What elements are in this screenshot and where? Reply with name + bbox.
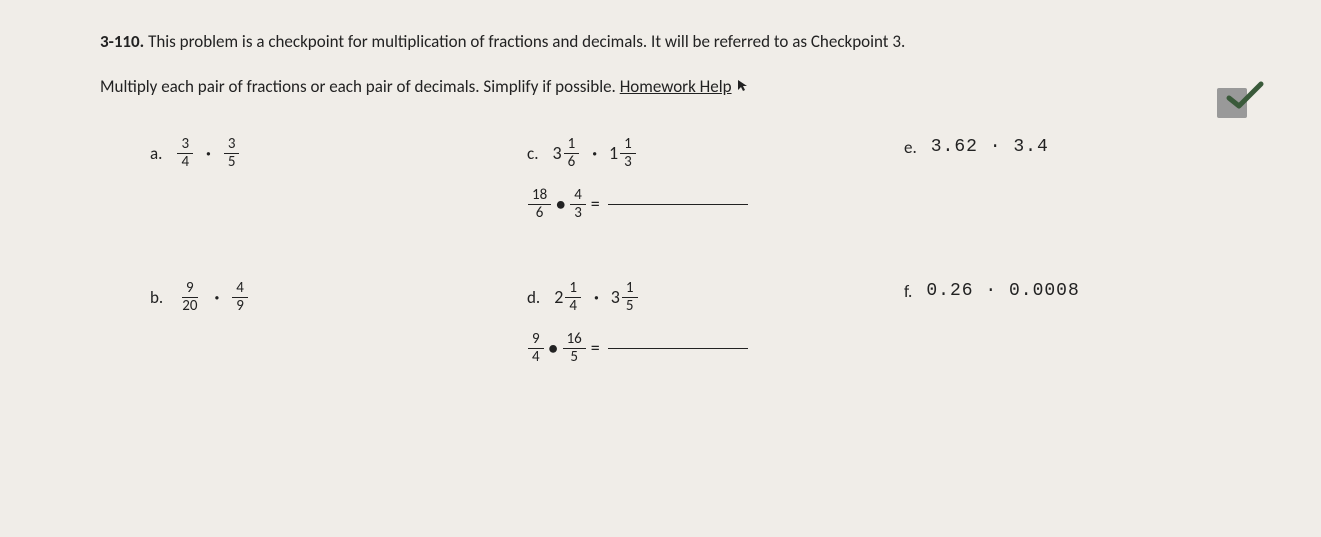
fraction-a-1: 3 4 — [177, 137, 193, 170]
answer-blank — [608, 348, 748, 349]
homework-help-link[interactable]: Homework Help — [620, 76, 750, 97]
problem-f: f. 0.26 · 0.0008 — [904, 281, 1221, 365]
problem-c-work: 18 6 • 4 3 = — [527, 188, 844, 221]
problem-text: This problem is a checkpoint for multipl… — [148, 31, 905, 52]
multiply-dot: · — [206, 142, 211, 164]
problem-b-label: b. — [150, 287, 163, 308]
fraction-b-2: 4 9 — [232, 281, 248, 314]
mixed-c-2: 1 1 3 — [609, 137, 637, 170]
fraction-b-1: 9 20 — [178, 281, 201, 314]
instructions-text: Multiply each pair of fractions or each … — [100, 76, 616, 97]
answer-blank — [608, 204, 748, 205]
fraction-c-work-2: 4 3 — [570, 188, 586, 221]
fraction-d-work-2: 16 5 — [563, 332, 586, 365]
multiply-dot: · — [214, 286, 219, 308]
fraction-c-work-1: 18 6 — [528, 188, 551, 221]
problem-a: a. 3 4 · 3 5 — [150, 137, 467, 221]
fraction-d-work-1: 9 4 — [528, 332, 544, 365]
problem-d-work: 9 4 • 16 5 = — [527, 332, 844, 365]
mixed-d-1: 2 1 4 — [554, 281, 582, 314]
problem-b: b. 9 20 · 4 9 — [150, 281, 467, 365]
help-link-text: Homework Help — [620, 76, 732, 97]
mixed-d-2: 3 1 5 — [611, 281, 639, 314]
cursor-icon — [736, 76, 750, 97]
problem-d-label: d. — [527, 287, 540, 308]
checkpoint-checkmark — [1217, 80, 1261, 118]
problem-e-expr: 3.62 · 3.4 — [931, 137, 1049, 157]
problem-f-expr: 0.26 · 0.0008 — [926, 281, 1079, 301]
problems-grid: a. 3 4 · 3 5 c. 3 1 6 · 1 — [100, 137, 1221, 365]
equals-sign: = — [591, 193, 600, 215]
multiply-dot: · — [592, 142, 597, 164]
mixed-c-1: 3 1 6 — [552, 137, 580, 170]
problem-header: 3-110. This problem is a checkpoint for … — [100, 30, 1221, 54]
problem-e-label: e. — [904, 137, 917, 158]
problem-f-label: f. — [904, 281, 912, 302]
multiply-dot: • — [556, 193, 565, 215]
problem-d: d. 2 1 4 · 3 1 5 9 4 • — [527, 281, 844, 365]
multiply-dot: • — [549, 337, 558, 359]
equals-sign: = — [591, 337, 600, 359]
checkmark-icon — [1225, 80, 1265, 112]
problem-c: c. 3 1 6 · 1 1 3 18 6 • — [527, 137, 844, 221]
fraction-a-2: 3 5 — [224, 137, 240, 170]
problem-number: 3-110. — [100, 31, 144, 52]
problem-e: e. 3.62 · 3.4 — [904, 137, 1221, 221]
multiply-dot: · — [594, 286, 599, 308]
problem-c-label: c. — [527, 143, 538, 164]
instructions-line: Multiply each pair of fractions or each … — [100, 76, 1221, 97]
problem-a-label: a. — [150, 143, 162, 164]
